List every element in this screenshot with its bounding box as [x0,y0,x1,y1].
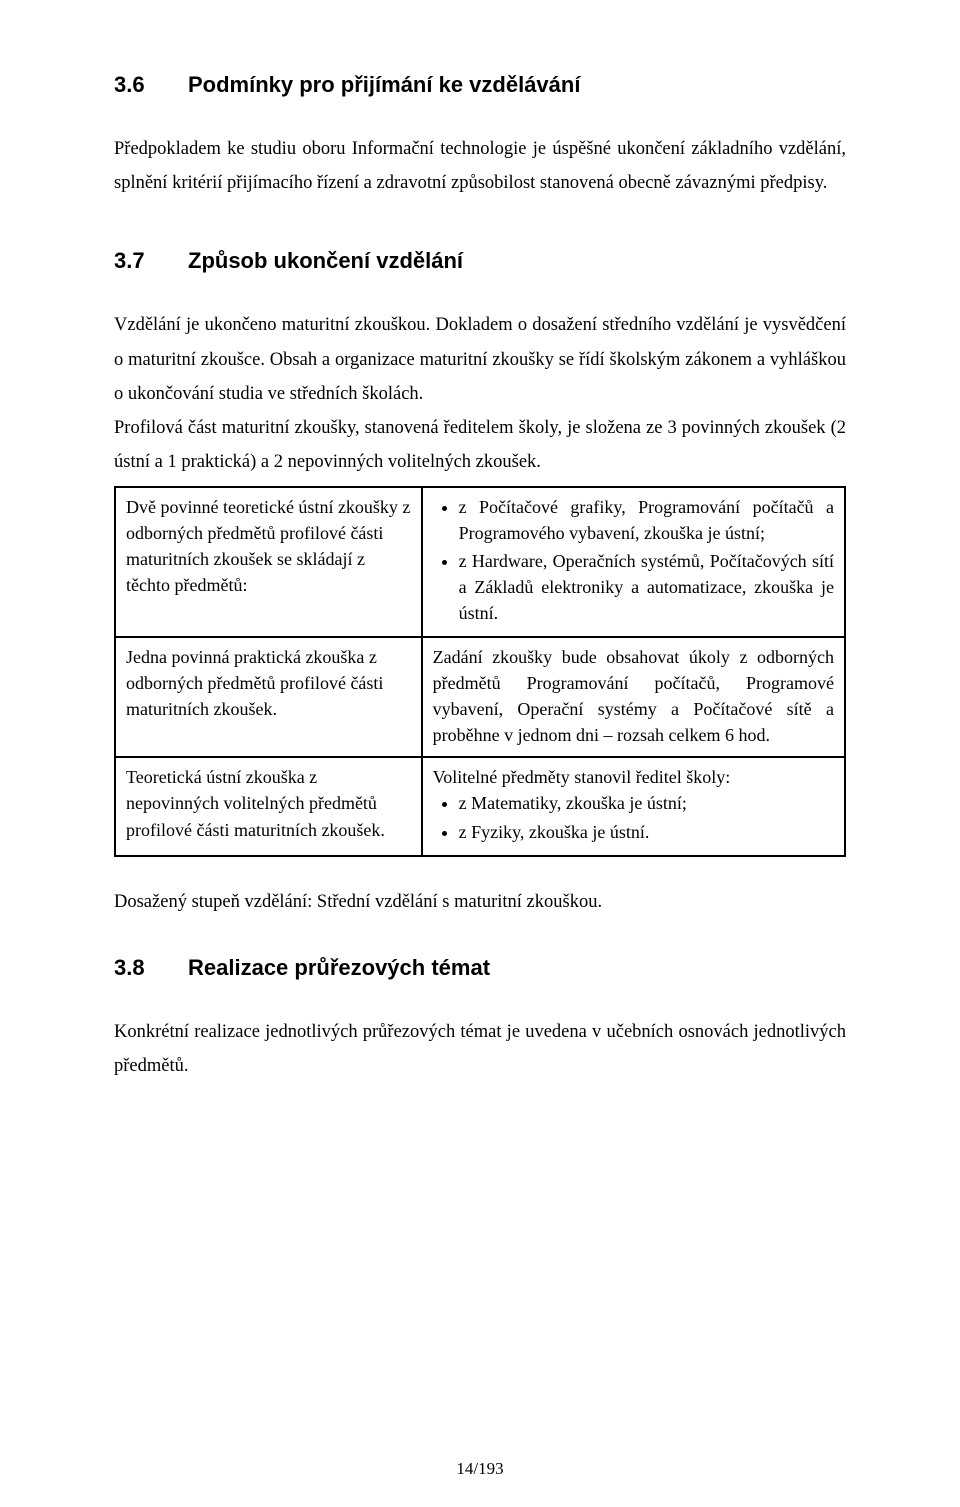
table-cell-left-3: Teoretická ústní zkouška z nepovinných v… [115,757,422,855]
table-row: Teoretická ústní zkouška z nepovinných v… [115,757,845,855]
paragraph-3-7-a: Vzdělání je ukončeno maturitní zkouškou.… [114,308,846,411]
row3-right-intro: Volitelné předměty stanovil ředitel škol… [433,767,731,787]
heading-3-7: 3.7Způsob ukončení vzdělání [114,248,846,274]
table-cell-right-2: Zadání zkoušky bude obsahovat úkoly z od… [422,637,845,757]
bullet-list-1: z Počítačové grafiky, Programování počít… [433,494,834,626]
paragraph-3-6: Předpokladem ke studiu oboru Informační … [114,132,846,200]
after-table-text: Dosažený stupeň vzdělání: Střední vzdělá… [114,885,846,919]
page-number: 14/193 [0,1459,960,1479]
exam-table: Dvě povinné teoretické ústní zkoušky z o… [114,486,846,857]
paragraph-3-7-b: Profilová část maturitní zkoušky, stanov… [114,411,846,479]
spacer [114,226,846,248]
table-row: Dvě povinné teoretické ústní zkoušky z o… [115,487,845,637]
table-cell-right-3: Volitelné předměty stanovil ředitel škol… [422,757,845,855]
table-cell-left-2: Jedna povinná praktická zkouška z odborn… [115,637,422,757]
paragraph-3-8: Konkrétní realizace jednotlivých průřezo… [114,1015,846,1083]
document-page: 3.6Podmínky pro přijímání ke vzdělávání … [0,0,960,1507]
heading-3-6-title: Podmínky pro přijímání ke vzdělávání [188,72,580,97]
heading-3-7-number: 3.7 [114,248,188,274]
list-item: z Hardware, Operačních systémů, Počítačo… [459,548,834,626]
list-item: z Fyziky, zkouška je ústní. [459,819,834,845]
heading-3-8-title: Realizace průřezových témat [188,955,490,980]
heading-3-8: 3.8Realizace průřezových témat [114,955,846,981]
heading-3-8-number: 3.8 [114,955,188,981]
heading-3-6-number: 3.6 [114,72,188,98]
list-item: z Matematiky, zkouška je ústní; [459,790,834,816]
list-item: z Počítačové grafiky, Programování počít… [459,494,834,546]
table-cell-right-1: z Počítačové grafiky, Programování počít… [422,487,845,637]
bullet-list-3: z Matematiky, zkouška je ústní; z Fyziky… [433,790,834,844]
table-row: Jedna povinná praktická zkouška z odborn… [115,637,845,757]
heading-3-6: 3.6Podmínky pro přijímání ke vzdělávání [114,72,846,98]
table-cell-left-1: Dvě povinné teoretické ústní zkoušky z o… [115,487,422,637]
heading-3-7-title: Způsob ukončení vzdělání [188,248,463,273]
